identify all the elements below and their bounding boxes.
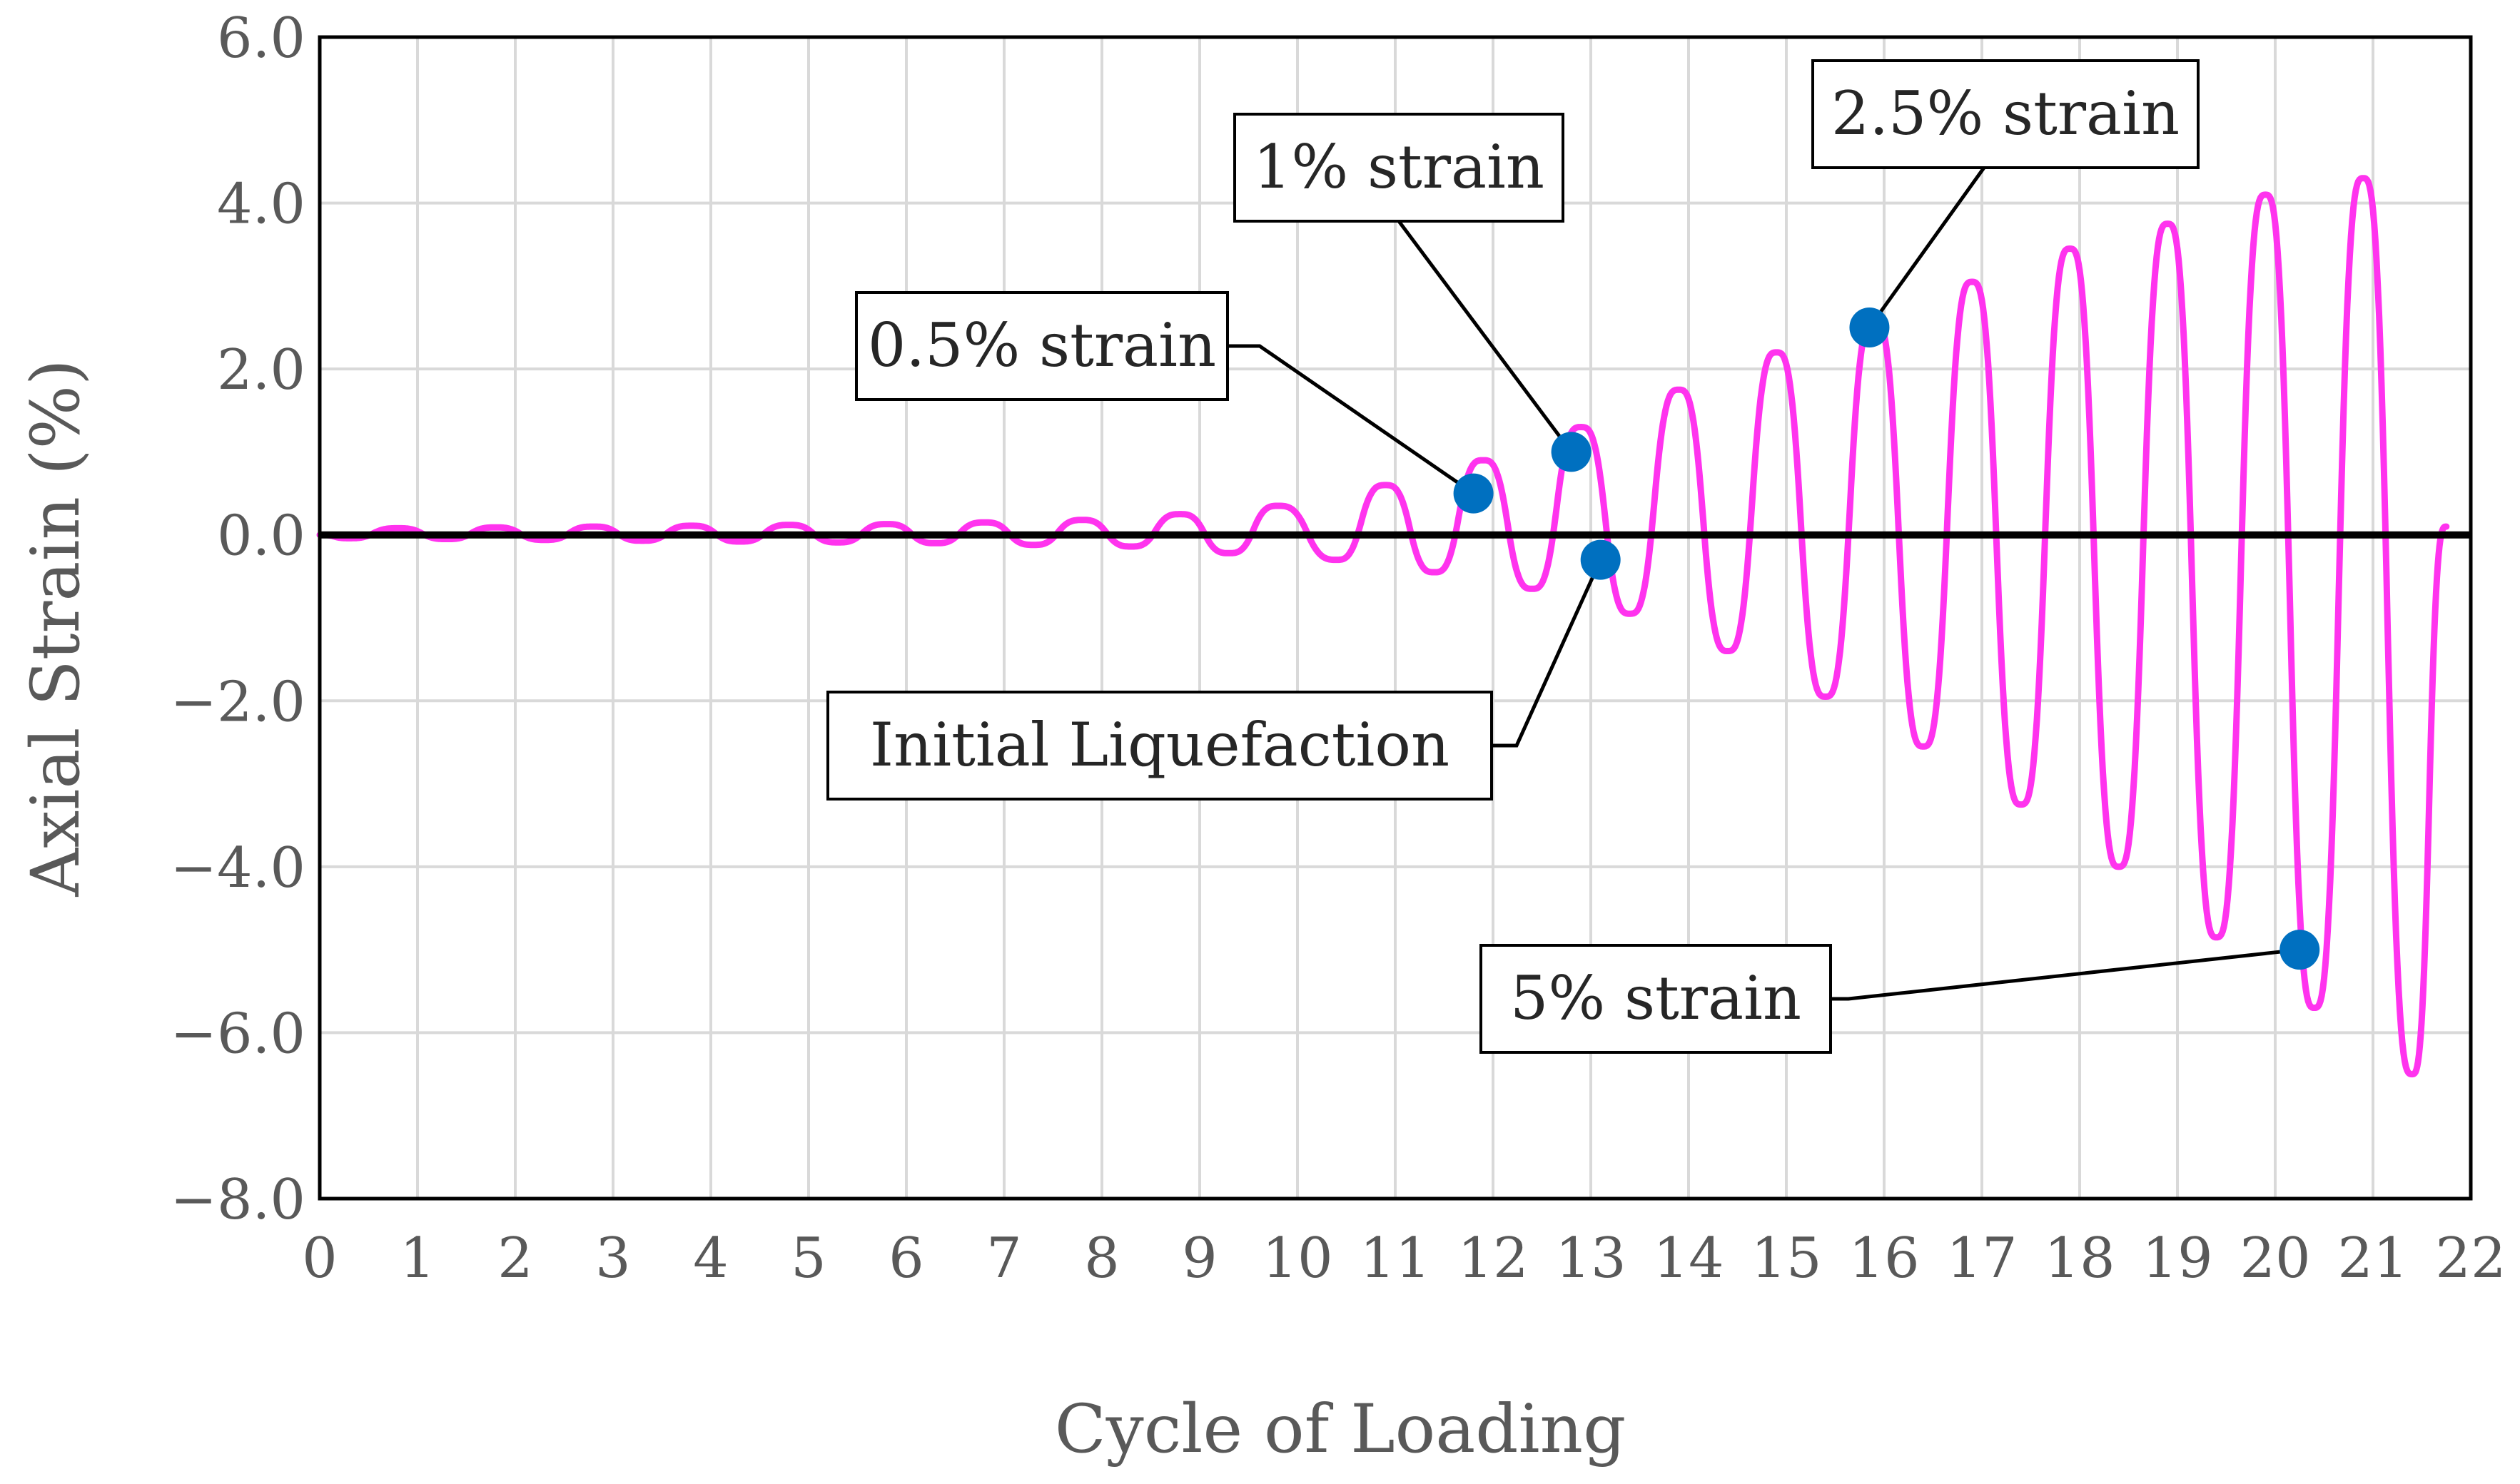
y-tick-label: 2.0: [217, 338, 305, 402]
x-tick-label: 0: [302, 1226, 338, 1291]
annotation-label: 0.5% strain: [868, 310, 1216, 380]
plot-area-frame: [318, 35, 2473, 1201]
y-tick-label: −2.0: [171, 670, 305, 734]
annotation-marker: [2279, 930, 2320, 970]
annotation-leader: [1868, 166, 1986, 329]
x-tick-label: 9: [1182, 1226, 1218, 1291]
y-tick-label: 0.0: [217, 504, 305, 569]
series-line-axial-strain: [316, 175, 2450, 1078]
x-tick-label: 2: [497, 1226, 533, 1291]
annotations: 0.5% strain 1% strain 2.5% strain Initial L…: [826, 59, 2320, 1054]
x-tick-label: 4: [693, 1226, 729, 1291]
y-tick-label: 4.0: [217, 173, 305, 237]
x-tick-label: 22: [2435, 1226, 2506, 1291]
annotation-leader: [1397, 220, 1573, 453]
annotation-label: 5% strain: [1510, 963, 1801, 1033]
x-tick-label: 12: [1457, 1226, 1528, 1291]
x-axis-ticks: 0 1 2 3 4 5 6 7 8 9 10 11 12 13 14 15 16 17 18 19 20 21 22: [302, 1226, 2506, 1291]
annotation-0: 0.5% strain: [855, 291, 1494, 514]
x-tick-label: 20: [2240, 1226, 2310, 1291]
x-tick-label: 3: [595, 1226, 631, 1291]
x-tick-label: 8: [1084, 1226, 1120, 1291]
annotation-1: 1% strain: [1233, 113, 1592, 472]
annotation-box: [1233, 113, 1564, 223]
x-tick-label: 18: [2044, 1226, 2115, 1291]
x-tick-label: 6: [889, 1226, 924, 1291]
annotation-label: 2.5% strain: [1831, 78, 2180, 148]
x-tick-label: 5: [791, 1226, 826, 1291]
y-axis-title: Axial Strain (%): [17, 359, 95, 897]
x-tick-label: 19: [2142, 1226, 2212, 1291]
annotation-marker: [1551, 432, 1592, 472]
x-tick-label: 17: [1946, 1226, 2017, 1291]
x-tick-label: 21: [2337, 1226, 2408, 1291]
x-tick-label: 15: [1751, 1226, 1821, 1291]
annotation-leader: [1228, 344, 1475, 495]
annotation-leader: [1831, 947, 2300, 1001]
annotation-3: Initial Liquefaction: [826, 539, 1621, 801]
y-tick-label: −6.0: [171, 1002, 305, 1066]
annotation-box: [1479, 944, 1832, 1054]
annotation-marker: [1453, 473, 1494, 514]
annotation-label: Initial Liquefaction: [870, 710, 1449, 780]
y-tick-label: 6.0: [217, 6, 305, 71]
annotation-marker: [1580, 539, 1621, 580]
annotation-4: 5% strain: [1479, 930, 2320, 1054]
x-tick-label: 16: [1848, 1226, 1919, 1291]
x-tick-label: 11: [1360, 1226, 1430, 1291]
annotation-marker: [1849, 308, 1890, 347]
y-tick-label: −4.0: [171, 836, 305, 900]
x-tick-label: 7: [986, 1226, 1022, 1291]
x-tick-label: 10: [1262, 1226, 1332, 1291]
x-tick-label: 1: [400, 1226, 435, 1291]
annotation-label: 1% strain: [1253, 132, 1544, 202]
annotation-box: [1811, 59, 2200, 169]
annotation-2: 2.5% strain: [1811, 59, 2200, 347]
x-tick-label: 13: [1555, 1226, 1626, 1291]
annotation-box: [855, 291, 1229, 401]
annotation-box: [826, 691, 1493, 801]
annotation-leader: [1492, 559, 1602, 748]
x-axis-title: Cycle of Loading: [1055, 1391, 1626, 1468]
x-tick-label: 14: [1653, 1226, 1724, 1291]
y-axis-ticks: 6.0 4.0 2.0 0.0 −2.0 −4.0 −6.0 −8.0: [171, 6, 305, 1232]
y-tick-label: −8.0: [171, 1168, 305, 1232]
